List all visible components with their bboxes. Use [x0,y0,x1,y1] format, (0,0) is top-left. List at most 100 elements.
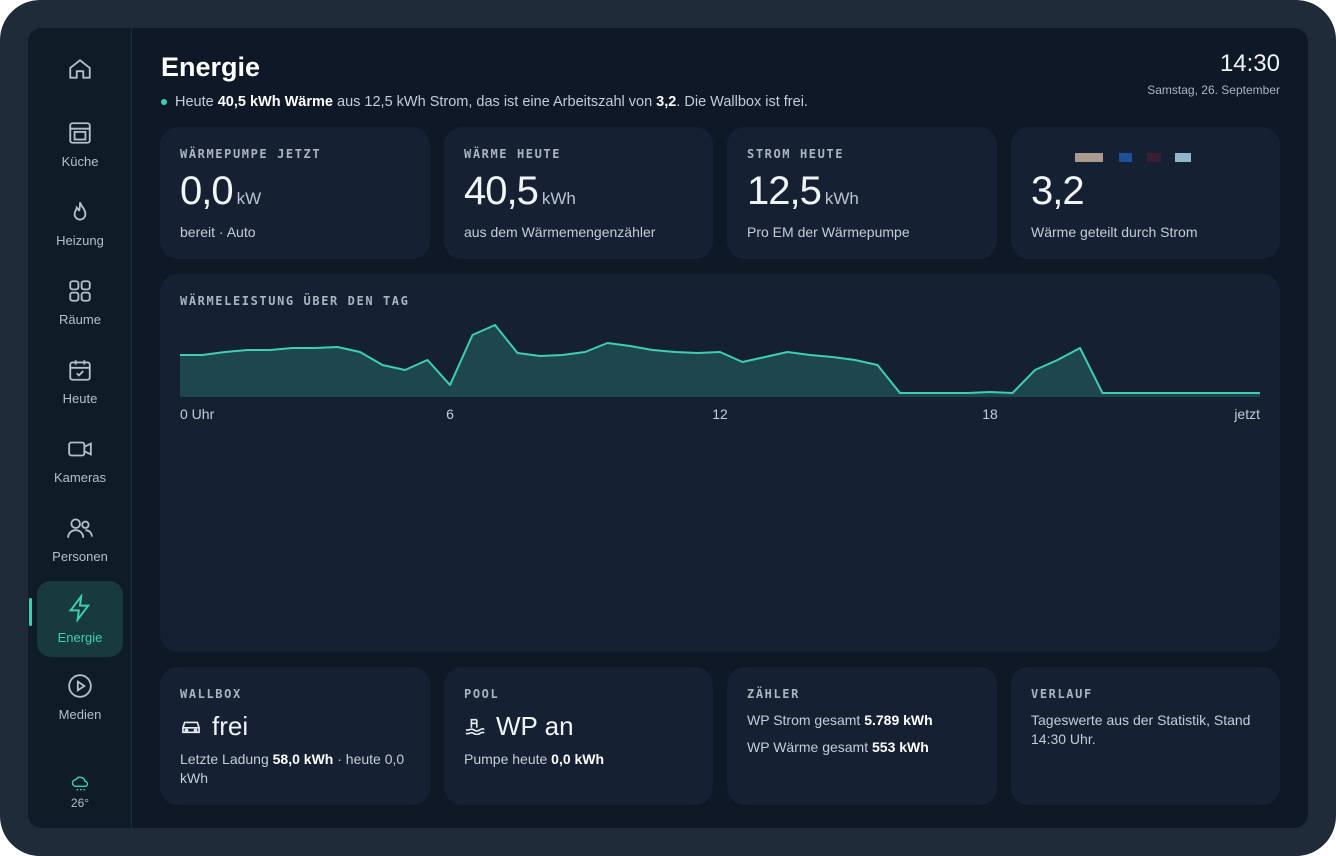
car-icon [182,721,200,734]
card-value: WP an [464,711,574,742]
label-swatches [1075,153,1191,162]
grid-icon [69,280,91,302]
card-note: Letzte Ladung 58,0 kWh · heute 0,0 kWh [180,750,420,788]
nav-kameras[interactable]: Kameras [28,436,132,485]
card-value: frei [180,711,248,742]
note-text: Letzte Ladung [180,751,273,767]
card: VERLAUF Tageswerte aus der Statistik, St… [1011,667,1280,805]
card-value: 3,2 [1031,169,1085,214]
card: POOL WP an Pumpe heute 0,0 kWh [444,667,713,805]
play-icon [68,674,92,698]
x-tick-label: 6 [446,406,454,422]
value: 40,5 [464,169,539,213]
chart: 0 Uhr 6 12 18 jetzt [180,324,1260,422]
summary-text: aus 12,5 kWh Strom, das ist eine Arbeits… [332,94,657,110]
active-highlight [37,581,123,657]
card-label: STROM HEUTE [747,147,845,161]
summary-text: Heute [175,94,218,110]
nav-heizung[interactable]: Heizung [28,199,132,248]
nav-medien[interactable]: Medien [28,673,132,722]
card: WALLBOX frei Letzte Ladung 58,0 kWh · he… [160,667,430,805]
nav-label: Heizung [56,233,104,248]
card-value: 0,0 kW [180,169,261,214]
nav-label: Kameras [53,470,107,485]
nav-label: Energie [57,630,103,645]
card: ZÄHLER WP Strom gesamt 5.789 kWh WP Wärm… [727,667,997,805]
unit: kW [236,189,262,208]
summary-strong: 3,2 [656,94,677,110]
calendar-icon [69,360,91,381]
card-label: WALLBOX [180,687,242,701]
oven-icon [69,122,91,144]
status-dot [161,99,167,106]
card-note: aus dem Wärmemengenzähler [464,224,656,240]
card-note: Pumpe heute 0,0 kWh [464,750,604,769]
value: 12,5 [747,169,822,213]
unit: kWh [541,189,576,208]
card-note: Pro EM der Wärmepumpe [747,224,910,240]
home-icon [69,59,91,79]
x-tick-label: 0 Uhr [180,406,215,422]
card: 3,2 Wärme geteilt durch Strom [1011,127,1280,259]
nav-energie[interactable]: Energie [28,594,132,645]
card-label: WÄRMEPUMPE JETZT [180,147,322,161]
nav-heute[interactable]: Heute [28,357,132,406]
x-tick-label: jetzt [1233,406,1260,422]
summary-text: . Die Wallbox ist frei. [676,94,808,110]
x-tick-label: 12 [712,406,728,422]
line [180,324,1260,394]
nav-label: Medien [58,707,102,722]
weather-icon [71,776,89,791]
clock: 14:30 [1219,50,1280,77]
card: WÄRME HEUTE 40,5 kWh aus dem Wärmemengenz… [444,127,713,259]
card-label: WÄRME HEUTE [464,147,562,161]
chart-title: WÄRMELEISTUNG ÜBER DEN TAG [180,294,410,308]
note-strong: 5.789 kWh [864,712,933,728]
unit: kWh [824,189,859,208]
note-strong: 553 kWh [872,739,929,755]
area [180,325,1260,397]
note-text: WP Wärme gesamt [747,739,872,755]
nav-home[interactable] [28,56,132,90]
summary: Heute 40,5 kWh Wärme aus 12,5 kWh Strom,… [161,94,808,110]
camera-icon [68,441,92,457]
note-text: WP Strom gesamt [747,712,865,728]
date: Samstag, 26. September [1147,83,1280,97]
nav-label: Heute [62,391,98,406]
note-text: · heute 0,0 kWh [180,751,405,786]
note-text: Pumpe heute [464,751,552,767]
screen: Küche Heizung Räume Heute Kameras Person… [28,28,1308,828]
page-title: Energie [161,52,261,82]
weather-temp: 26° [70,796,90,810]
people-icon [67,518,93,538]
value: WP an [496,711,574,741]
meter-line: WP Wärme gesamt 553 kWh [747,738,929,757]
flame-icon [73,201,87,221]
note-strong: 58,0 kWh [272,751,334,767]
card-label: VERLAUF [1031,687,1093,701]
card: STROM HEUTE 12,5 kWh Pro EM der Wärmepump… [727,127,997,259]
meter-line: WP Strom gesamt 5.789 kWh [747,711,933,730]
card-value: 40,5 kWh [464,169,576,214]
card-label: ZÄHLER [747,687,800,701]
card-note: Tageswerte aus der Statistik, Stand 14:3… [1031,712,1251,747]
x-tick-label: 18 [982,406,998,422]
bolt-icon [68,594,91,622]
chart-card: WÄRMELEISTUNG ÜBER DEN TAG 0 Uhr 6 12 18 jet… [160,274,1280,652]
nav-personen[interactable]: Personen [28,515,132,564]
nav-raeume[interactable]: Räume [28,278,132,327]
card-value: 12,5 kWh [747,169,859,214]
card-note: bereit · Auto [180,224,256,240]
weather: 26° [28,773,132,810]
note-strong: 0,0 kWh [551,751,605,767]
pool-icon [465,718,485,736]
value: 3,2 [1031,169,1085,213]
nav-label: Küche [61,154,99,169]
nav-label: Personen [52,549,108,564]
active-indicator [29,598,32,626]
summary-strong: 40,5 kWh Wärme [217,94,333,110]
value: 0,0 [180,169,234,213]
sidebar: Küche Heizung Räume Heute Kameras Person… [28,28,132,828]
nav-kueche[interactable]: Küche [28,120,132,169]
